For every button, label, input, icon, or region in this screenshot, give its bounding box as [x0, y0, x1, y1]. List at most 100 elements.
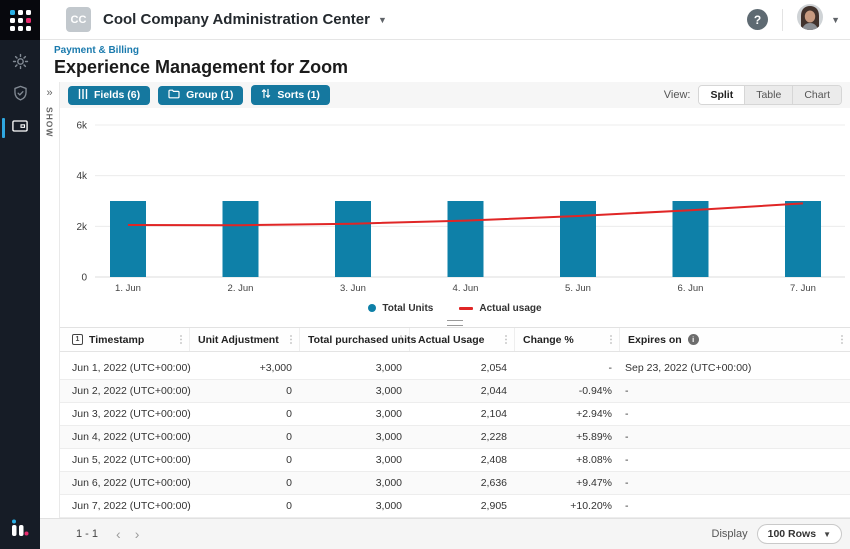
svg-text:4k: 4k: [76, 171, 88, 182]
table-cell: 0: [286, 408, 292, 420]
legend-line-icon: [459, 306, 474, 310]
next-page-button[interactable]: ›: [134, 526, 140, 542]
table-cell: +5.89%: [576, 431, 612, 443]
legend-label: Total Units: [382, 302, 434, 314]
table-cell: 0: [286, 477, 292, 489]
table-cell: +3,000: [259, 362, 292, 374]
table-row[interactable]: Jun 2, 2022 (UTC+00:00) 0 3,000 2,044 -0.94%…: [60, 380, 850, 403]
gear-icon: [11, 52, 30, 76]
folder-icon: [168, 89, 180, 102]
usage-chart[interactable]: 0 2k 4k 6k 1. Jun 2. Jun 3. Jun 4. Jun 5. Jun 6. …: [60, 108, 850, 298]
column-label: Actual Usage: [418, 333, 485, 346]
chart-legend: Total Units Actual usage: [60, 298, 850, 318]
group-button[interactable]: Group (1): [158, 85, 244, 105]
usage-table: 1 Timestamp ⋮ Unit Adjustment ⋮ Total purchas…: [60, 328, 850, 518]
info-icon[interactable]: i: [687, 334, 699, 345]
table-cell: 0: [286, 500, 292, 512]
table-cell: Jun 1, 2022 (UTC+00:00): [72, 362, 191, 374]
svg-text:2k: 2k: [76, 222, 88, 233]
expand-panel-toggle[interactable]: »: [46, 87, 53, 99]
column-menu-icon[interactable]: ⋮: [176, 334, 186, 345]
table-row[interactable]: Jun 7, 2022 (UTC+00:00) 0 3,000 2,905 +10.20…: [60, 495, 850, 518]
column-menu-icon[interactable]: ⋮: [837, 334, 847, 345]
column-header-actual-usage[interactable]: Actual Usage ⋮: [410, 328, 515, 351]
column-menu-icon[interactable]: ⋮: [606, 334, 616, 345]
table-cell: -: [625, 500, 629, 512]
columns-icon: [78, 88, 88, 102]
brand-logo: [0, 519, 40, 537]
view-tab-table[interactable]: Table: [745, 86, 794, 104]
app-launcher-button[interactable]: [0, 0, 40, 40]
sidebar-item-security[interactable]: [0, 80, 40, 112]
table-cell: 0: [286, 454, 292, 466]
column-label: Unit Adjustment: [198, 333, 279, 346]
table-cell: +2.94%: [576, 408, 612, 420]
svg-text:6. Jun: 6. Jun: [678, 283, 704, 294]
table-cell: Jun 5, 2022 (UTC+00:00): [72, 454, 191, 466]
legend-item[interactable]: Total Units: [368, 303, 433, 314]
rows-per-page-dropdown[interactable]: 100 Rows ▼: [756, 524, 842, 544]
table-cell: -: [608, 362, 613, 374]
column-header-timestamp[interactable]: 1 Timestamp ⋮: [60, 328, 190, 351]
page-header: Payment & Billing Experience Management …: [40, 40, 850, 82]
breadcrumb[interactable]: Payment & Billing: [54, 45, 140, 56]
table-footer: 1 - 1 ‹ › Display 100 Rows ▼: [40, 518, 850, 549]
table-cell: Jun 7, 2022 (UTC+00:00): [72, 500, 191, 512]
calendar-icon: 1: [72, 334, 83, 345]
user-avatar: [797, 4, 824, 35]
table-cell: 3,000: [375, 431, 402, 443]
view-segmented-control: Split Table Chart: [698, 85, 842, 105]
view-label: View:: [663, 89, 691, 101]
org-switcher-caret[interactable]: ▼: [377, 14, 387, 25]
table-cell: Sep 23, 2022 (UTC+00:00): [625, 362, 752, 374]
view-tab-chart[interactable]: Chart: [793, 86, 841, 104]
table-cell: +8.08%: [576, 454, 612, 466]
table-cell: Jun 6, 2022 (UTC+00:00): [72, 477, 191, 489]
column-header-total-purchased-units[interactable]: Total purchased units ⋮: [300, 328, 416, 351]
prev-page-button[interactable]: ‹: [116, 526, 121, 542]
table-row[interactable]: Jun 4, 2022 (UTC+00:00) 0 3,000 2,228 +5.89%…: [60, 426, 850, 449]
display-label: Display: [711, 528, 748, 540]
column-menu-icon[interactable]: ⋮: [396, 334, 406, 345]
pagination-range: 1 - 1: [76, 528, 99, 540]
view-tab-split[interactable]: Split: [699, 86, 746, 104]
fields-button[interactable]: Fields (6): [68, 85, 151, 105]
column-menu-icon[interactable]: ⋮: [286, 334, 296, 345]
table-row[interactable]: Jun 5, 2022 (UTC+00:00) 0 3,000 2,408 +8.08%…: [60, 449, 850, 472]
sort-arrows-icon: [261, 88, 271, 102]
sidebar-nav: [0, 48, 40, 144]
table-cell: 3,000: [375, 362, 402, 374]
org-avatar: CC: [66, 7, 91, 32]
svg-text:6k: 6k: [76, 121, 88, 132]
table-row[interactable]: Jun 1, 2022 (UTC+00:00) +3,000 3,000 2,054 -…: [60, 357, 850, 380]
column-header-change-[interactable]: Change % ⋮: [515, 328, 620, 351]
column-menu-icon[interactable]: ⋮: [501, 334, 511, 345]
user-menu[interactable]: ▼: [797, 4, 840, 35]
table-header-row: 1 Timestamp ⋮ Unit Adjustment ⋮ Total purchas…: [60, 328, 850, 352]
table-cell: 3,000: [375, 500, 402, 512]
column-label: Expires on: [628, 333, 682, 346]
legend-item[interactable]: Actual usage: [459, 302, 542, 314]
user-menu-caret: ▼: [831, 14, 840, 25]
sidebar-item-settings[interactable]: [0, 48, 40, 80]
help-button[interactable]: ?: [747, 9, 769, 30]
sidebar: [0, 0, 40, 549]
pane-splitter[interactable]: [60, 318, 850, 328]
table-cell: -: [625, 431, 629, 443]
table-spacer-row: [60, 352, 850, 357]
table-cell: 3,000: [375, 477, 402, 489]
table-row[interactable]: Jun 6, 2022 (UTC+00:00) 0 3,000 2,636 +9.47%…: [60, 472, 850, 495]
table-row[interactable]: Jun 3, 2022 (UTC+00:00) 0 3,000 2,104 +2.94%…: [60, 403, 850, 426]
sorts-button[interactable]: Sorts (1): [251, 85, 330, 105]
svg-text:0: 0: [81, 273, 87, 284]
legend-label: Actual usage: [479, 302, 542, 314]
column-header-expires-on[interactable]: Expires on i ⋮: [620, 328, 850, 351]
column-label: Timestamp: [89, 333, 145, 346]
column-header-unit-adjustment[interactable]: Unit Adjustment ⋮: [190, 328, 300, 351]
sidebar-item-billing[interactable]: [0, 112, 40, 144]
topbar-divider: [782, 8, 784, 31]
svg-text:2. Jun: 2. Jun: [228, 283, 254, 294]
show-panel-label: SHOW: [44, 107, 55, 138]
svg-text:3. Jun: 3. Jun: [340, 283, 366, 294]
